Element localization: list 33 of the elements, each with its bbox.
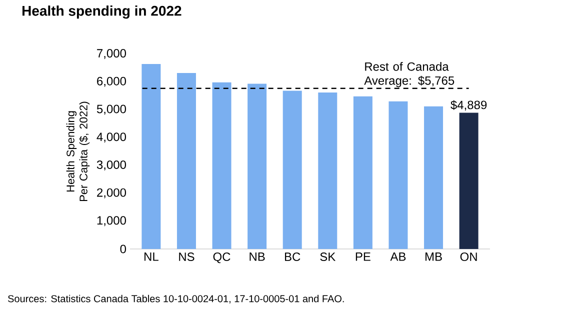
bar — [176, 72, 196, 249]
y-tick-label: 7,000 — [97, 49, 126, 59]
x-tick-label: SK — [320, 252, 336, 262]
bar — [424, 106, 444, 249]
bar — [248, 84, 267, 249]
y-tick-label: 1,000 — [97, 216, 126, 226]
y-tick-label: 3,000 — [96, 160, 126, 170]
y-tick-label: 5,000 — [96, 104, 126, 115]
source-note: Sources: Statistics Canada Tables 10-10-0024-01, 17-10-0005-01 and FAO. — [8, 294, 344, 304]
x-tick-label: NL — [144, 252, 158, 261]
bar — [282, 90, 302, 249]
bar — [318, 92, 338, 249]
x-tick-label: BC — [285, 252, 300, 262]
bar — [388, 101, 408, 249]
x-tick-label: PE — [356, 252, 370, 261]
x-tick-label: ON — [460, 252, 477, 262]
ref-line-label: Rest of Canada Average: $5,765 — [364, 62, 454, 88]
data-label: $4,889 — [450, 100, 487, 111]
bar — [212, 82, 232, 249]
bar — [459, 112, 478, 249]
y-axis-title: Health Spending Per Capita ($, 2022) — [66, 102, 90, 202]
x-tick-label: MB — [426, 252, 442, 261]
y-tick-label: 0 — [120, 244, 126, 254]
chart-title: Health spending in 2022 — [22, 6, 182, 19]
y-tick-label: 6,000 — [97, 76, 126, 87]
y-tick-label: 2,000 — [97, 188, 126, 198]
x-tick-label: AB — [390, 252, 406, 261]
x-tick-label: QC — [213, 252, 230, 264]
bar — [353, 96, 372, 249]
x-tick-label: NB — [250, 252, 265, 261]
x-tick-label: NS — [179, 252, 194, 262]
y-tick-label: 4,000 — [96, 132, 126, 143]
bar — [142, 64, 161, 249]
